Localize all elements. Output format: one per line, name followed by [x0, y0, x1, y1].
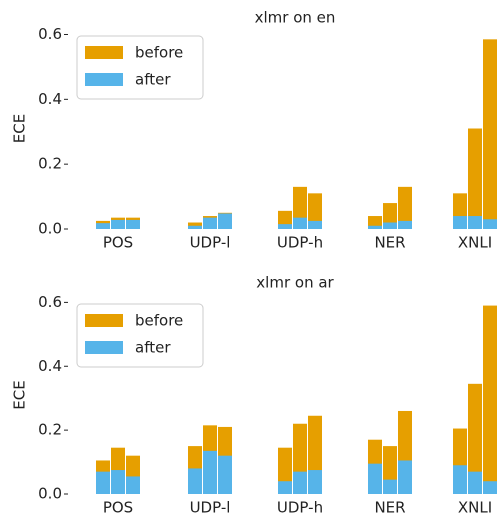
y-tick-label: 0.6 [38, 293, 62, 311]
bar [188, 225, 202, 229]
bar [188, 222, 202, 229]
legend-label: after [135, 339, 171, 357]
x-tick-label: UDP-l [190, 234, 231, 252]
bar [203, 450, 217, 494]
bar [383, 222, 397, 229]
bar [308, 470, 322, 494]
bar [278, 481, 292, 494]
legend-swatch [85, 73, 123, 86]
bar [468, 471, 482, 494]
y-tick-label: 0.6 [38, 25, 62, 43]
x-tick-label: POS [103, 499, 133, 513]
chart-title: xlmr on en [255, 9, 336, 27]
y-axis-label: ECE [11, 380, 29, 409]
bar [111, 470, 125, 494]
bar [278, 224, 292, 229]
y-tick-label: 0.2 [38, 421, 62, 439]
y-tick-label: 0.0 [38, 220, 62, 238]
bar [398, 186, 412, 229]
legend-swatch [85, 46, 123, 59]
bar [126, 219, 140, 229]
bar [368, 463, 382, 494]
x-tick-label: POS [103, 234, 133, 252]
bar [483, 39, 497, 230]
bar [308, 193, 322, 229]
y-tick-label: 0.4 [38, 357, 62, 375]
bar [368, 216, 382, 229]
y-tick-label: 0.4 [38, 90, 62, 108]
x-tick-label: NER [374, 499, 405, 513]
bar [468, 128, 482, 229]
y-tick-label: 0.0 [38, 485, 62, 503]
bar [383, 479, 397, 494]
bar [468, 383, 482, 494]
bar [111, 219, 125, 229]
bar [218, 213, 232, 229]
bar [398, 220, 412, 229]
bar [483, 219, 497, 229]
bar [293, 471, 307, 494]
y-tick-label: 0.2 [38, 155, 62, 173]
bar [453, 216, 467, 229]
x-tick-label: UDP-h [277, 234, 323, 252]
bar [453, 465, 467, 494]
bar [126, 476, 140, 494]
x-tick-label: UDP-h [277, 499, 323, 513]
bar [188, 468, 202, 494]
legend-label: before [135, 312, 183, 330]
chart-title: xlmr on ar [256, 274, 334, 292]
x-tick-label: XNLI [458, 234, 492, 252]
bar [468, 216, 482, 229]
bar [203, 217, 217, 229]
bar [483, 481, 497, 494]
bar [483, 305, 497, 494]
bar [368, 225, 382, 229]
x-tick-label: UDP-l [190, 499, 231, 513]
legend-swatch [85, 314, 123, 327]
bar [398, 460, 412, 494]
bar [308, 220, 322, 229]
x-tick-label: NER [374, 234, 405, 252]
x-tick-label: XNLI [458, 499, 492, 513]
legend-label: before [135, 44, 183, 62]
bar [293, 217, 307, 229]
bar [96, 223, 110, 229]
y-axis-label: ECE [11, 114, 29, 143]
bar [96, 471, 110, 494]
legend-label: after [135, 71, 171, 89]
legend-swatch [85, 341, 123, 354]
bar [218, 455, 232, 494]
